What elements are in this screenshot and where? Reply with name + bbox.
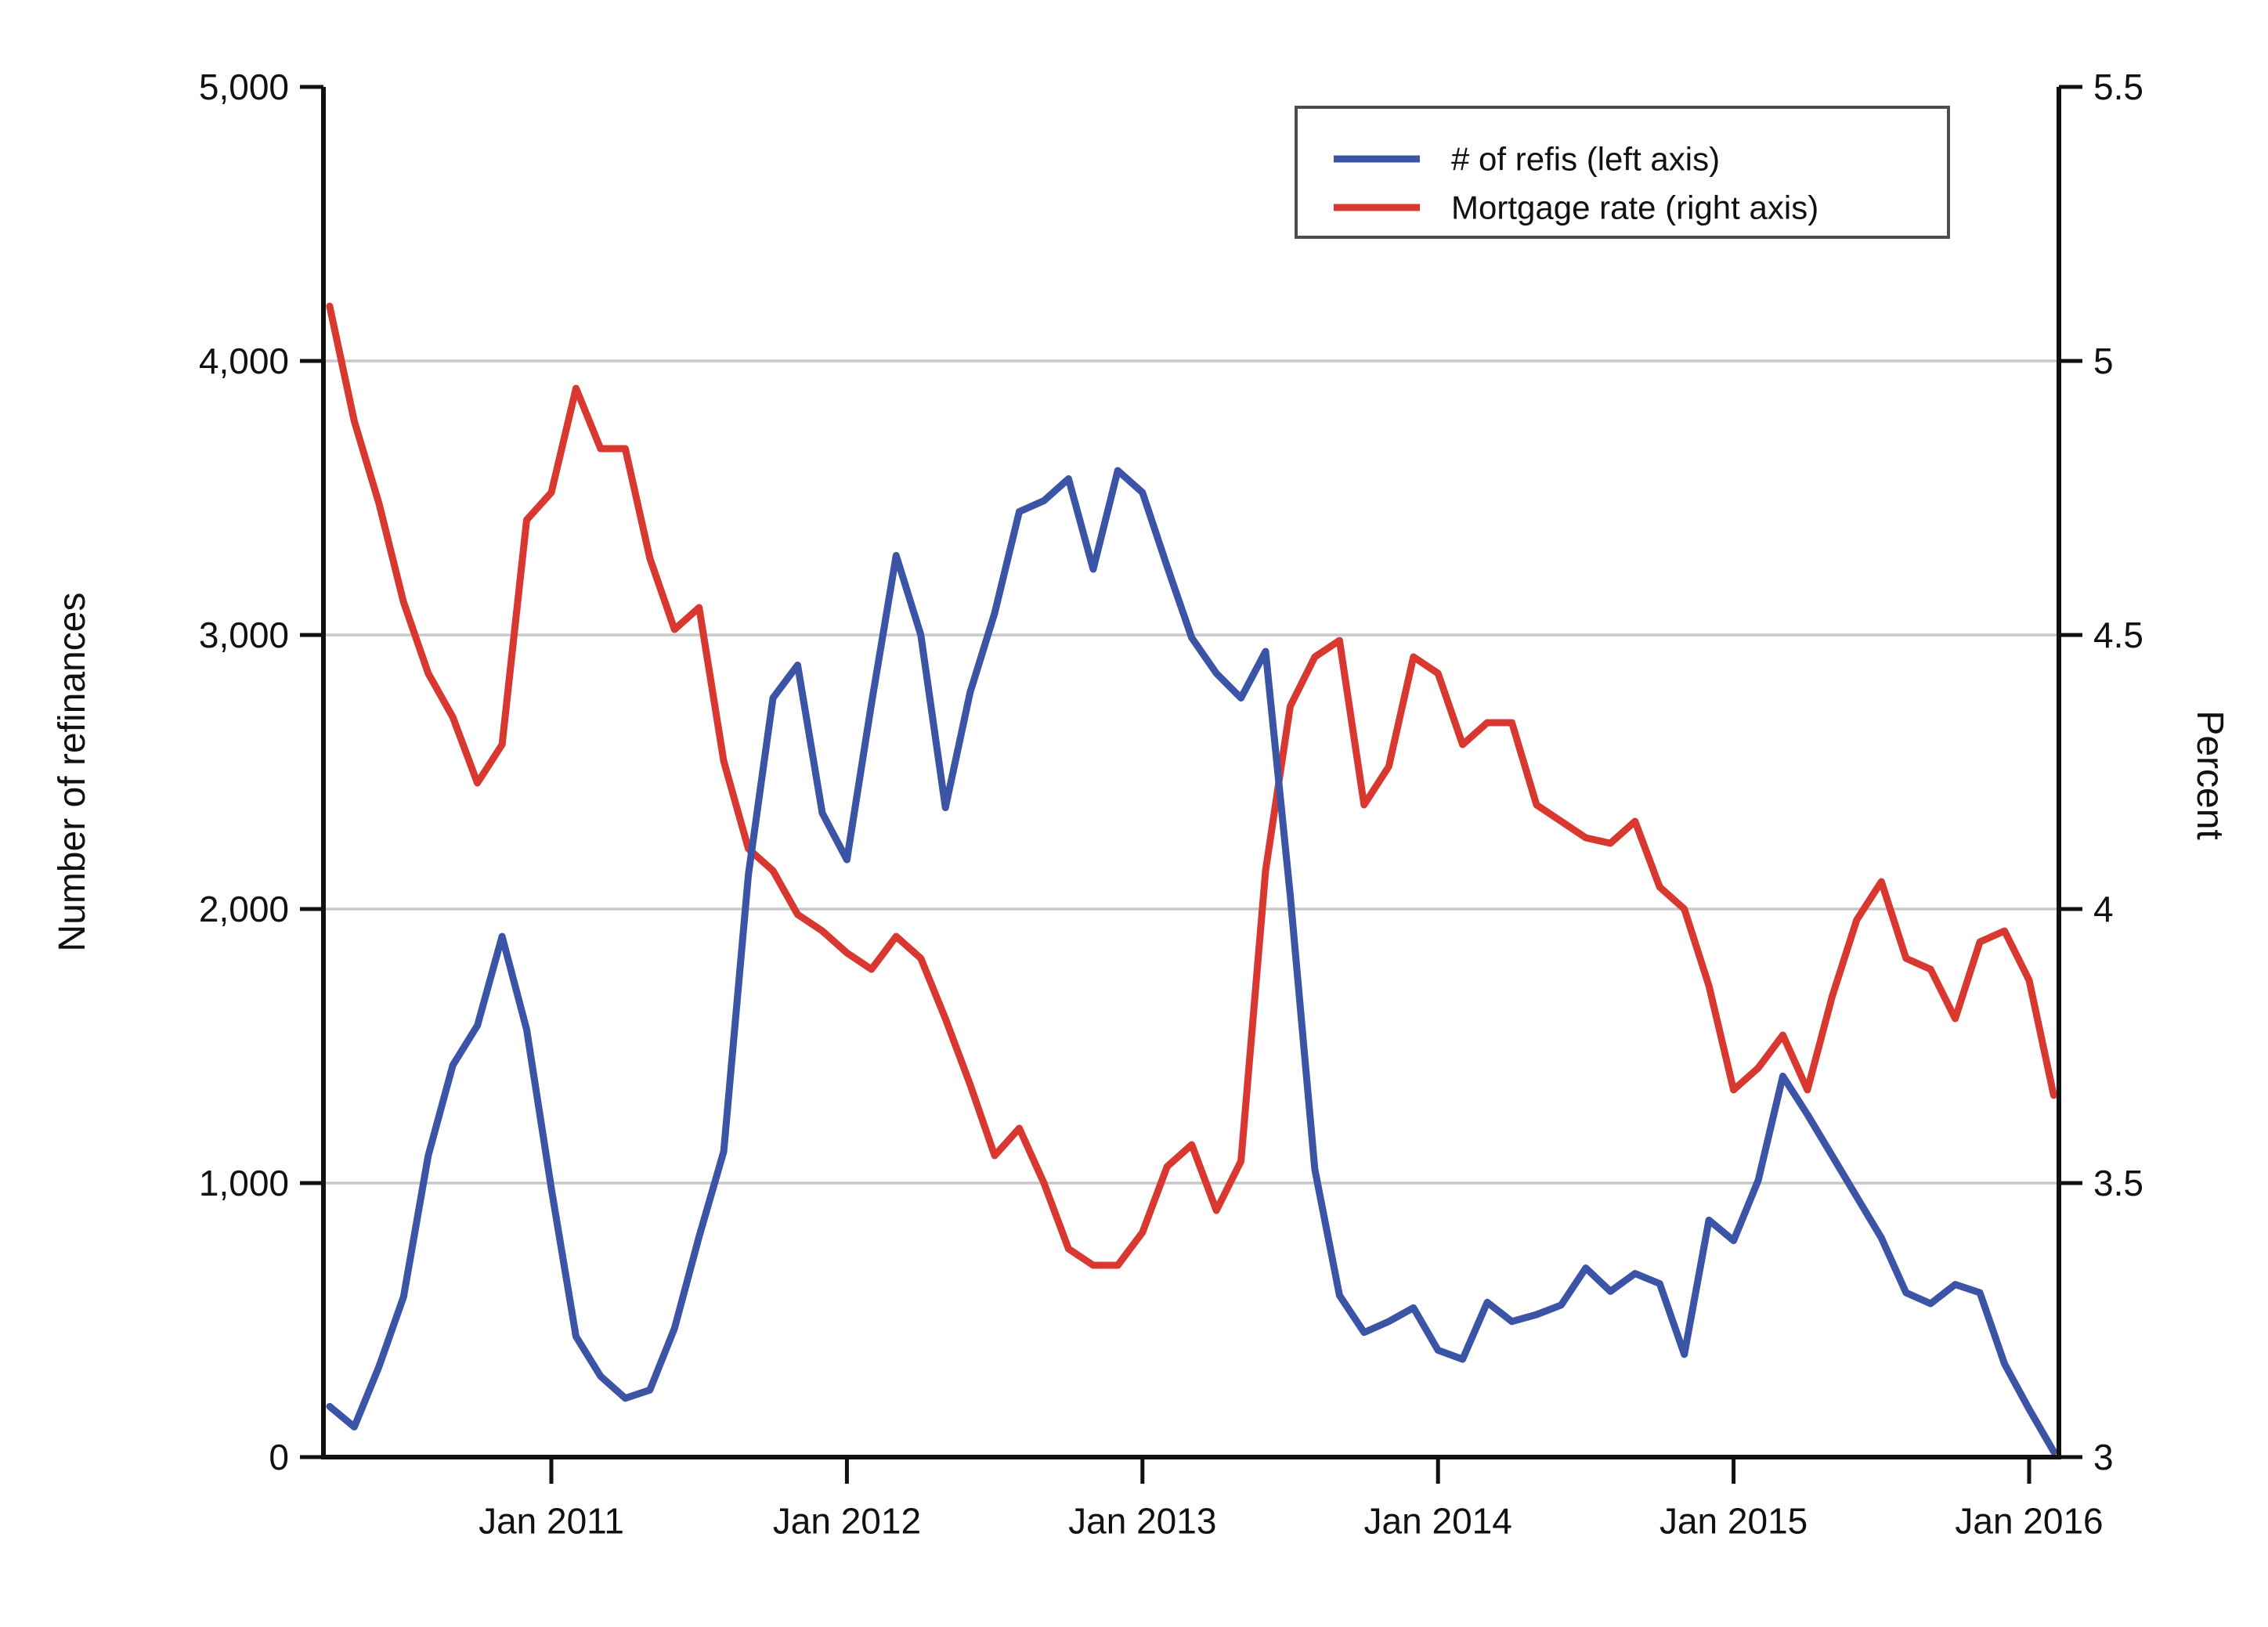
right-axis-title: Percent: [2189, 710, 2230, 839]
right-axis-tick-label: 4.5: [2093, 615, 2143, 655]
right-axis-tick-label: 3: [2093, 1437, 2114, 1477]
legend-label-refis: # of refis (left axis): [1451, 141, 1720, 178]
x-axis-tick-label: Jan 2013: [1068, 1501, 1216, 1542]
axes: [300, 85, 2082, 1484]
x-axis-tick-label: Jan 2016: [1955, 1501, 2103, 1542]
right-axis-tick-label: 5.5: [2093, 67, 2143, 107]
x-axis-tick-label: Jan 2015: [1659, 1501, 1808, 1542]
x-axis-tick-label: Jan 2012: [773, 1501, 921, 1542]
legend-box: [1295, 106, 1950, 239]
refis-line: [326, 467, 2057, 1456]
legend-label-rate: Mortgage rate (right axis): [1451, 189, 1818, 226]
x-axis-tick-label: Jan 2014: [1364, 1501, 1512, 1542]
x-axis-tick-label: Jan 2011: [479, 1501, 624, 1542]
right-axis-tick-label: 3.5: [2093, 1163, 2143, 1203]
right-axis-tick-label: 4: [2093, 889, 2114, 929]
left-axis-title: Number of refinances: [52, 593, 93, 952]
left-axis-tick-label: 1,000: [199, 1163, 289, 1203]
series-lines: [326, 302, 2057, 1456]
left-axis-tick-label: 3,000: [199, 615, 289, 655]
left-axis-tick-label: 2,000: [199, 889, 289, 929]
mortgage-rate-line: [326, 302, 2057, 1269]
gridlines: [323, 359, 2059, 1185]
left-axis-tick-label: 5,000: [199, 67, 289, 107]
right-axis-tick-label: 5: [2093, 341, 2114, 381]
tick-labels: 0 1,000 2,000 3,000 4,000 5,000 3 3.5 4 4.5 5 5.5 Ja…: [199, 67, 2143, 1541]
left-axis-tick-label: 0: [269, 1437, 289, 1477]
left-axis-tick-label: 4,000: [199, 341, 289, 381]
legend: # of refis (left axis) Mortgage rate (ri…: [1295, 106, 1950, 239]
